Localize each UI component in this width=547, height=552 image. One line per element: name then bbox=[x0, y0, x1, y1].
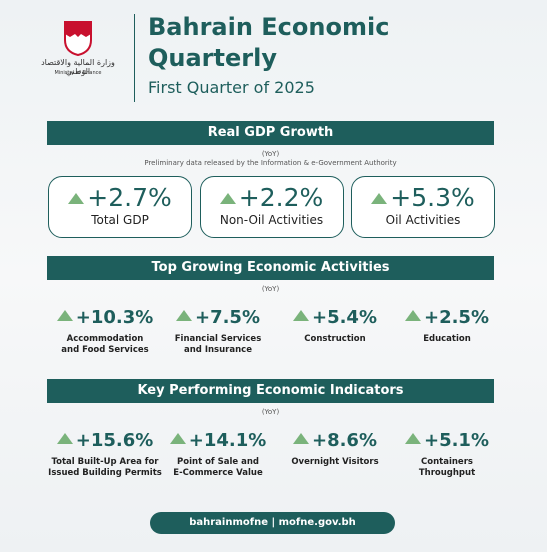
indicator: +8.6% Overnight Visitors bbox=[275, 429, 395, 468]
indicator: +5.4% Construction bbox=[275, 306, 395, 345]
value: +5.3% bbox=[390, 183, 475, 212]
divider bbox=[134, 14, 135, 102]
indicator-value: +15.6% bbox=[45, 429, 165, 453]
indicator: +2.5% Education bbox=[387, 306, 507, 345]
metric-label: Oil Activities bbox=[385, 213, 461, 227]
subtitle: First Quarter of 2025 bbox=[148, 78, 315, 97]
value: +14.1% bbox=[188, 430, 267, 451]
indicator-value: +14.1% bbox=[158, 429, 278, 453]
indicator-value: +5.1% bbox=[387, 429, 507, 453]
section-banner: Real GDP Growth bbox=[47, 121, 494, 145]
indicator-label: Financial Services and Insurance bbox=[174, 334, 262, 355]
metric-value: +5.3% bbox=[352, 183, 494, 213]
indicator-value: +10.3% bbox=[45, 306, 165, 330]
period: (YoY) bbox=[261, 408, 280, 416]
indicator-label: Total Built-Up Area for Issued Building … bbox=[48, 457, 162, 478]
indicator-value: +5.4% bbox=[275, 306, 395, 330]
indicator: +15.6% Total Built-Up Area for Issued Bui… bbox=[45, 429, 165, 479]
indicator-label: Construction bbox=[304, 334, 366, 344]
up-arrow bbox=[292, 433, 309, 444]
logo bbox=[64, 21, 92, 56]
ministry-ar: وزارة المالية والاقتصاد الوطني bbox=[41, 58, 115, 76]
metric-value: +2.2% bbox=[201, 183, 343, 213]
value: +2.7% bbox=[87, 183, 172, 212]
indicator-label: Overnight Visitors bbox=[291, 457, 379, 467]
value: +5.4% bbox=[311, 307, 377, 328]
indicator: +7.5% Financial Services and Insurance bbox=[158, 306, 278, 356]
indicator-label: Containers Throughput bbox=[418, 457, 476, 478]
value: +8.6% bbox=[311, 430, 377, 451]
section-banner: Top Growing Economic Activities bbox=[47, 256, 494, 280]
indicator-value: +8.6% bbox=[275, 429, 395, 453]
metric-label: Total GDP bbox=[91, 213, 149, 227]
metric-card: +2.7% Total GDP bbox=[48, 176, 192, 238]
up-arrow bbox=[219, 193, 236, 204]
up-arrow bbox=[169, 433, 186, 444]
up-arrow bbox=[56, 310, 73, 321]
section-banner: Key Performing Economic Indicators bbox=[47, 379, 494, 403]
value: +15.6% bbox=[75, 430, 154, 451]
period: (YoY) bbox=[261, 285, 280, 293]
indicator-label: Accommodation and Food Services bbox=[61, 334, 149, 355]
metric-card: +2.2% Non-Oil Activities bbox=[199, 176, 344, 238]
ministry-en: Ministry of Finance bbox=[54, 70, 102, 76]
value: +7.5% bbox=[194, 307, 260, 328]
indicator: +14.1% Point of Sale and E-Commerce Value bbox=[158, 429, 278, 479]
metric-value: +2.7% bbox=[49, 183, 191, 213]
period: (YoY) bbox=[261, 150, 280, 158]
title: Bahrain Economic Quarterly bbox=[148, 13, 390, 72]
indicator-label: Education bbox=[423, 334, 471, 344]
indicator: +10.3% Accommodation and Food Services bbox=[45, 306, 165, 356]
metric-label: Non-Oil Activities bbox=[219, 213, 324, 227]
up-arrow bbox=[404, 310, 421, 321]
up-arrow bbox=[371, 193, 388, 204]
footer: bahrainmofne | mofne.gov.bh bbox=[150, 512, 395, 534]
up-arrow bbox=[56, 433, 73, 444]
indicator-value: +7.5% bbox=[158, 306, 278, 330]
up-arrow bbox=[68, 193, 85, 204]
up-arrow bbox=[404, 433, 421, 444]
footer-handle[interactable]: bahrainmofne bbox=[189, 517, 268, 528]
value: +2.5% bbox=[423, 307, 489, 328]
indicator-value: +2.5% bbox=[387, 306, 507, 330]
footer-website[interactable]: mofne.gov.bh bbox=[278, 517, 356, 528]
value: +5.1% bbox=[423, 430, 489, 451]
indicator: +5.1% Containers Throughput bbox=[387, 429, 507, 479]
value: +10.3% bbox=[75, 307, 154, 328]
value: +2.2% bbox=[238, 183, 324, 212]
up-arrow bbox=[292, 310, 309, 321]
up-arrow bbox=[175, 310, 192, 321]
note: Preliminary data released by the Informa… bbox=[144, 159, 397, 167]
indicator-label: Point of Sale and E-Commerce Value bbox=[173, 457, 263, 478]
metric-card: +5.3% Oil Activities bbox=[351, 176, 495, 238]
